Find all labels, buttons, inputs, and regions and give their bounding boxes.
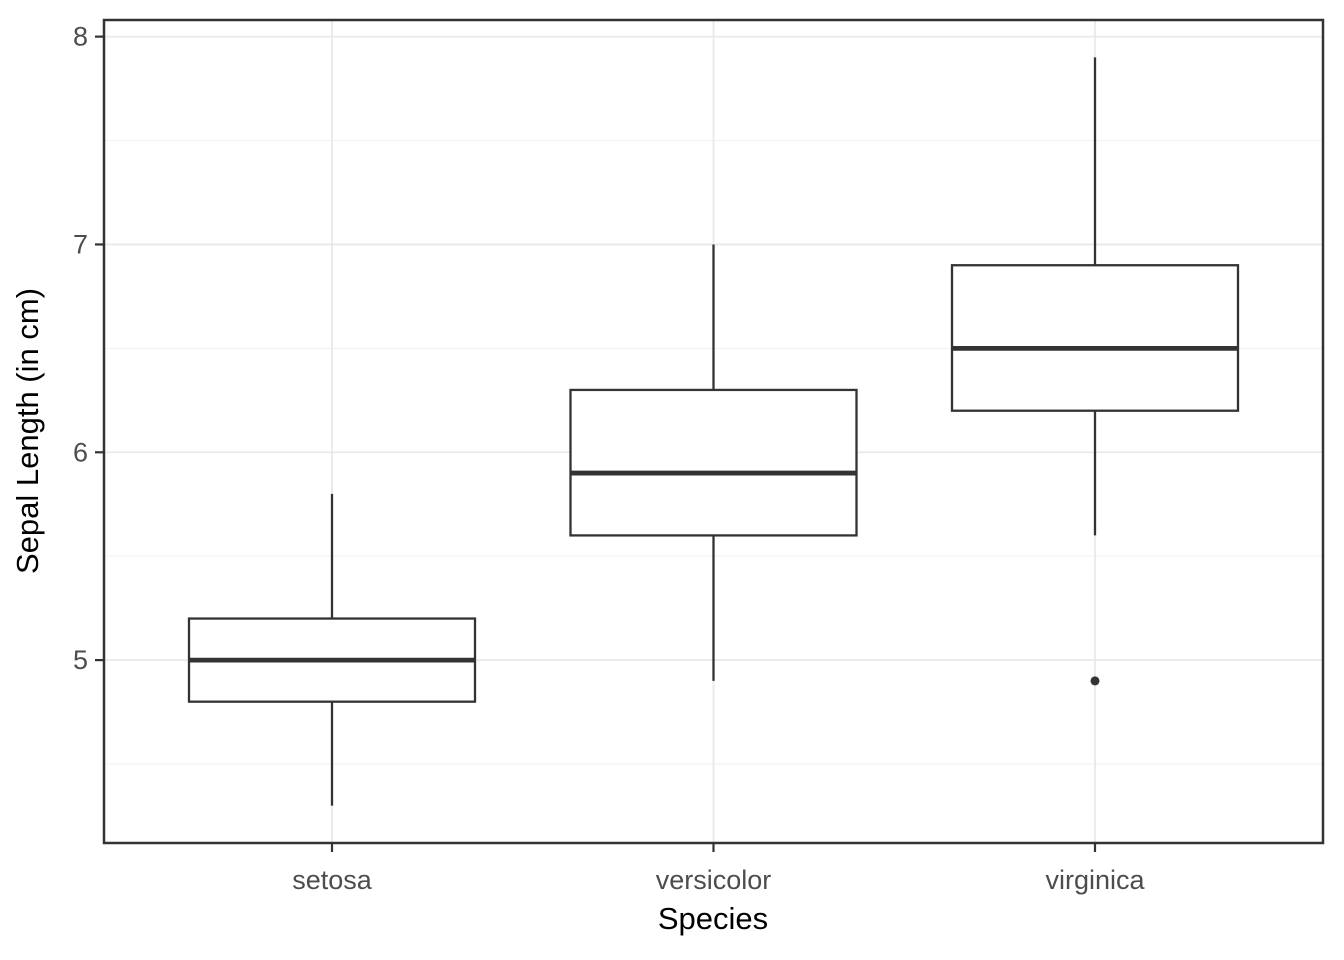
boxplots [187,57,1240,806]
boxplot-setosa [187,493,477,806]
axes: 5 6 7 8 setosa versicolor virginica [73,18,1325,895]
x-tick-label-versicolor: versicolor [656,865,772,895]
x-tick-label-virginica: virginica [1045,865,1145,895]
y-tick-label-5: 5 [73,645,88,675]
y-tick-label-7: 7 [73,229,88,259]
iqr-box-virginica [950,264,1240,412]
x-axis-title: Species [658,901,768,936]
outlier-point-virginica [1090,676,1100,686]
y-tick-label-8: 8 [73,22,88,52]
y-axis-title: Sepal Length (in cm) [10,288,45,574]
boxplot-versicolor [569,244,858,681]
boxplot-virginica [950,57,1240,686]
x-tick-label-setosa: setosa [292,865,373,895]
iqr-box-versicolor [569,388,858,537]
y-tick-label-6: 6 [73,437,88,467]
